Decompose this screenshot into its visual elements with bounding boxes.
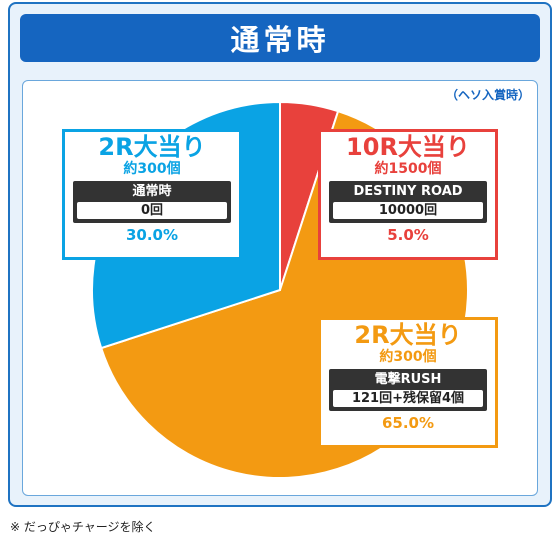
callout-percent: 5.0% <box>387 226 429 244</box>
callout-10r: 10R大当り 約1500個 DESTINY ROAD 10000回 5.0% <box>318 129 498 260</box>
mode-value: 10000回 <box>333 202 483 219</box>
page-title: 通常時 <box>20 14 540 62</box>
mode-box: DESTINY ROAD 10000回 <box>329 181 487 223</box>
footnote: ※ だっぴゃチャージを除く <box>10 520 156 534</box>
callout-2r-normal: 2R大当り 約300個 通常時 0回 30.0% <box>62 129 242 260</box>
mode-box: 電撃RUSH 121回+残保留4個 <box>329 369 487 411</box>
callout-balls: 約300個 <box>123 161 181 177</box>
mode-name: DESTINY ROAD <box>353 184 463 199</box>
callout-title: 10R大当り <box>346 133 470 161</box>
callout-percent: 30.0% <box>125 226 179 244</box>
callout-balls: 約1500個 <box>374 161 442 177</box>
mode-name: 電撃RUSH <box>374 372 442 387</box>
callout-title: 2R大当り <box>354 321 462 349</box>
mode-name: 通常時 <box>132 184 172 199</box>
mode-value: 121回+残保留4個 <box>333 390 483 407</box>
callout-title: 2R大当り <box>98 133 206 161</box>
callout-percent: 65.0% <box>381 414 435 432</box>
mode-value: 0回 <box>77 202 227 219</box>
mode-box: 通常時 0回 <box>73 181 231 223</box>
entry-note: （ヘソ入賞時） <box>445 88 530 102</box>
callout-2r-rush: 2R大当り 約300個 電撃RUSH 121回+残保留4個 65.0% <box>318 317 498 448</box>
callout-balls: 約300個 <box>379 349 437 365</box>
